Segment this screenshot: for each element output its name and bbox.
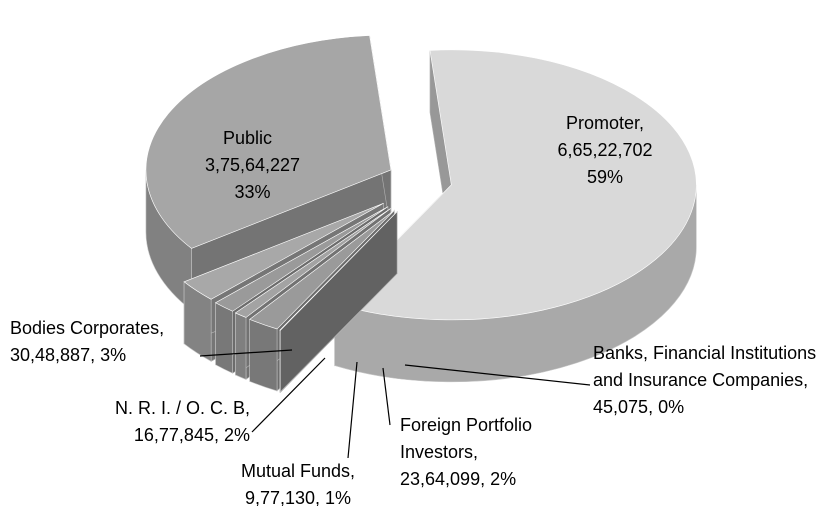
- leader-line: [382, 367, 391, 426]
- data-label: N. R. I. / O. C. B 16,77,8452%: [60, 395, 250, 449]
- slice: [214, 206, 389, 312]
- leader-line: [251, 357, 326, 433]
- label-text: Mutual Funds: [228, 458, 368, 485]
- data-label: Promoter 6,65,22,702 59%: [520, 110, 690, 191]
- label-text: Bodies Corporates: [10, 315, 210, 342]
- label-text: 9,77,130: [245, 488, 325, 506]
- label-text: 16,77,845: [134, 425, 224, 445]
- label-text: N. R. I. / O. C. B: [60, 395, 250, 422]
- slice: [249, 210, 395, 330]
- label-text: Public: [222, 128, 272, 148]
- slice: [279, 211, 398, 331]
- label-text: 2%: [490, 469, 517, 489]
- leader-line: [199, 349, 293, 357]
- leader-line: [347, 361, 358, 459]
- label-text: 1%: [325, 488, 352, 506]
- label-text: 30,48,887: [10, 345, 100, 365]
- leader-line: [404, 364, 591, 386]
- data-label: Mutual Funds 9,77,1301%: [228, 458, 368, 506]
- label-text: Foreign Portfolio Investors: [400, 412, 600, 466]
- data-label: Foreign Portfolio Investors 23,64,0992%: [400, 412, 600, 493]
- slice-side: [235, 312, 247, 380]
- slice: [234, 208, 391, 318]
- data-label: Bodies Corporates 30,48,8873%: [10, 315, 210, 369]
- data-label: Banks, Financial Institutions and Insura…: [593, 340, 817, 421]
- label-text: 2%: [223, 425, 250, 445]
- label-text: 3%: [100, 345, 127, 365]
- slice: [145, 35, 392, 249]
- label-text: Promoter: [520, 110, 690, 137]
- label-text: 59%: [586, 167, 624, 187]
- label-text: 6,65,22,702: [557, 140, 653, 160]
- label-text: 45,075: [593, 397, 658, 417]
- label-text: 23,64,099: [400, 469, 490, 489]
- label-text: 3,75,64,227: [204, 155, 301, 175]
- slice-side: [215, 302, 233, 374]
- slice-side: [249, 318, 278, 392]
- data-label: Public 3,75,64,227 33%: [140, 125, 365, 206]
- label-text: Banks, Financial Institutions and Insura…: [593, 340, 817, 394]
- label-text: 0%: [658, 397, 685, 417]
- slice: [183, 203, 384, 300]
- slice-side: [279, 329, 281, 393]
- label-text: 33%: [234, 182, 271, 202]
